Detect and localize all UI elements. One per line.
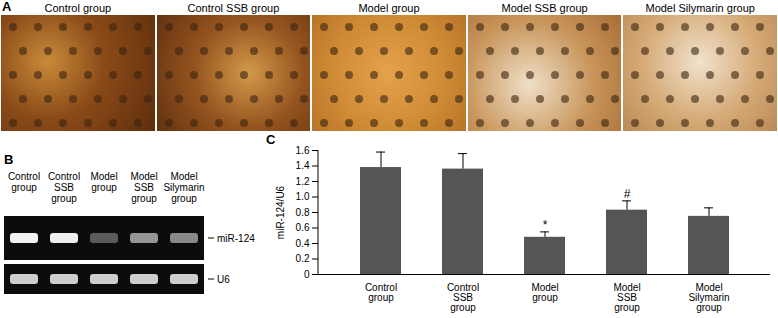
svg-text:B: B bbox=[4, 152, 13, 167]
svg-text:0.8: 0.8 bbox=[296, 207, 310, 218]
svg-text:*: * bbox=[543, 218, 548, 232]
svg-text:ControlSSBgroup: ControlSSBgroup bbox=[48, 171, 80, 204]
svg-text:1.0: 1.0 bbox=[296, 191, 310, 202]
svg-text:0.6: 0.6 bbox=[296, 222, 310, 233]
svg-text:0.2: 0.2 bbox=[296, 253, 310, 264]
html-text:Model SSB group: Model SSB group bbox=[501, 2, 588, 14]
svg-text:ControlSSBgroup: ControlSSBgroup bbox=[447, 282, 479, 313]
svg-text:1.6: 1.6 bbox=[296, 145, 310, 156]
html-text:Control group: Control group bbox=[44, 2, 112, 14]
svg-text:ModelSilymaringroup: ModelSilymaringroup bbox=[163, 171, 204, 204]
svg-text:1.2: 1.2 bbox=[296, 176, 310, 187]
html-text:C: C bbox=[266, 132, 276, 147]
html-text:Model group: Model group bbox=[358, 2, 420, 14]
html-text:Control SSB group: Control SSB group bbox=[187, 2, 280, 14]
svg-text:1.4: 1.4 bbox=[296, 160, 310, 171]
html-text:A: A bbox=[2, 0, 12, 14]
svg-text:Controlgroup: Controlgroup bbox=[365, 282, 397, 303]
svg-text:U6: U6 bbox=[217, 274, 230, 285]
svg-text:miR-124/U6: miR-124/U6 bbox=[275, 185, 286, 239]
svg-text:ModelSSBgroup: ModelSSBgroup bbox=[613, 282, 640, 313]
svg-text:miR-124: miR-124 bbox=[217, 233, 255, 244]
svg-text:Controlgroup: Controlgroup bbox=[8, 171, 40, 193]
svg-text:0: 0 bbox=[304, 269, 310, 280]
svg-text:#: # bbox=[624, 187, 631, 201]
svg-text:0.4: 0.4 bbox=[296, 238, 310, 249]
html-text:Model Silymarin group: Model Silymarin group bbox=[645, 2, 755, 14]
svg-text:Modelgroup: Modelgroup bbox=[531, 282, 558, 303]
svg-text:ModelSilymaringroup: ModelSilymaringroup bbox=[688, 282, 729, 313]
svg-text:Modelgroup: Modelgroup bbox=[90, 171, 117, 193]
svg-text:ModelSSBgroup: ModelSSBgroup bbox=[130, 171, 157, 204]
